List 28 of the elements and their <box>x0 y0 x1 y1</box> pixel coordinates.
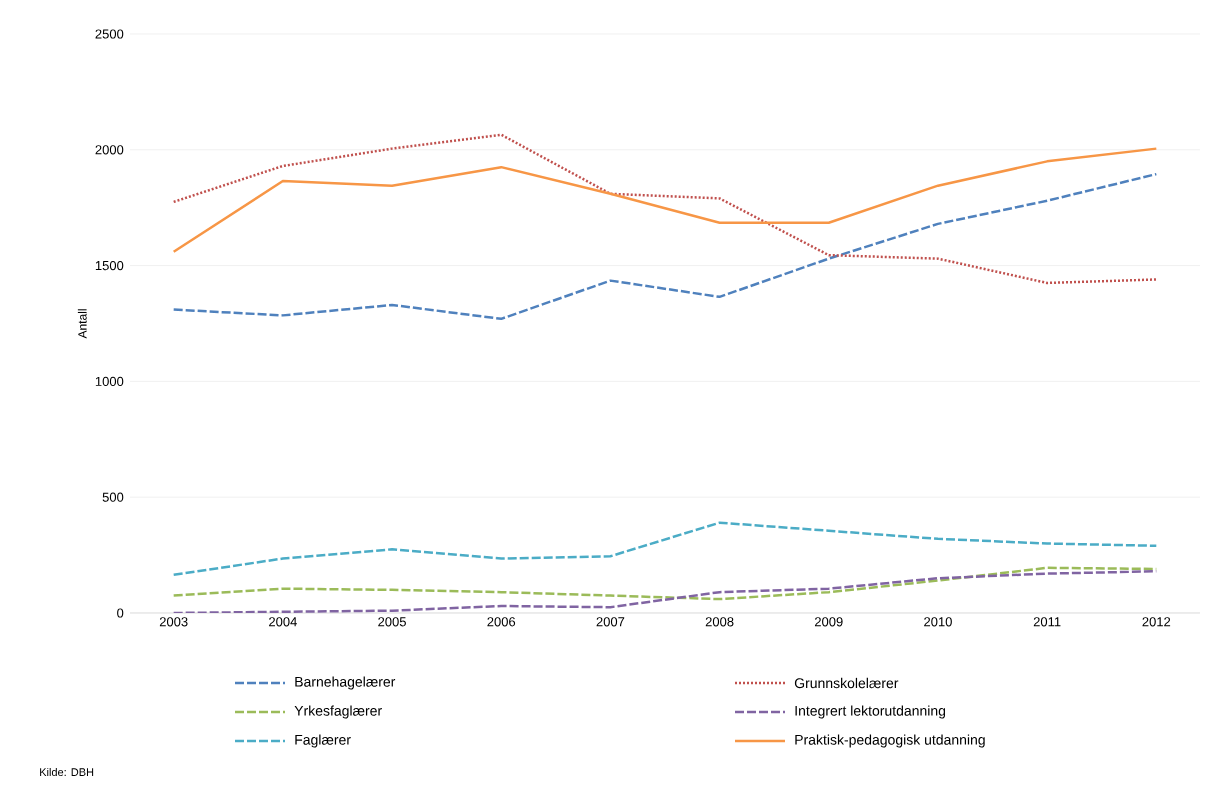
legend-label: Integrert lektorutdanning <box>795 705 946 719</box>
legend-label: Faglærer <box>295 734 351 748</box>
y-tick-label: 500 <box>102 492 124 502</box>
text: Kilde: DBH <box>40 767 94 777</box>
y-tick-label: 2500 <box>95 29 124 39</box>
line-series <box>172 133 1158 285</box>
legend-label: Yrkesfaglærer <box>294 705 382 719</box>
x-tick-label: 2006 <box>487 617 516 627</box>
line-series <box>172 521 1158 577</box>
line-series <box>172 172 1158 321</box>
y-axis-title: Antall <box>77 309 87 339</box>
y-tick-label: 1000 <box>95 376 124 386</box>
line-series <box>172 147 1158 253</box>
x-tick-label: 2007 <box>596 617 625 627</box>
x-tick-label: 2005 <box>378 617 406 627</box>
x-tick-label: 2009 <box>814 617 843 627</box>
legend-label: Grunnskolelærer <box>794 677 899 689</box>
legend-label: Praktisk-pedagogisk utdanning <box>795 734 985 748</box>
x-tick-label: 2008 <box>705 617 734 627</box>
x-tick-label: 2004 <box>269 617 297 627</box>
y-tick-label: 0 <box>117 608 124 618</box>
x-tick-label: 2011 <box>1033 617 1061 627</box>
legend-label: Barnehagelærer <box>295 676 396 690</box>
x-tick-label: 2012 <box>1142 617 1171 627</box>
x-tick-label: 2010 <box>924 617 952 627</box>
y-tick-label: 1500 <box>95 260 124 271</box>
y-tick-label: 2000 <box>95 145 124 155</box>
x-tick-label: 2003 <box>159 617 188 627</box>
